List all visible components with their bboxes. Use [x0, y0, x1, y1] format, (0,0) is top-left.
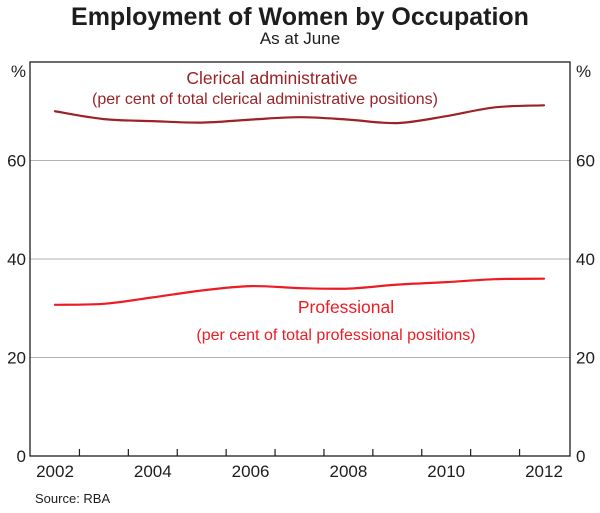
- y-axis-unit-label: %: [576, 62, 591, 81]
- series-label-clerical: Clerical administrative: [186, 68, 357, 88]
- chart-subtitle: As at June: [259, 29, 341, 48]
- x-axis-label: 2010: [427, 462, 465, 481]
- y-axis-label: 20: [576, 349, 595, 368]
- series-label-professional: Professional: [298, 297, 394, 317]
- x-axis-ticks: [78, 449, 521, 456]
- x-axis-label: 2004: [134, 462, 172, 481]
- y-axis-label: 40: [7, 250, 26, 269]
- series-lines: [53, 104, 546, 306]
- y-axis-label: 40: [576, 250, 595, 269]
- x-axis-label: 2006: [232, 462, 270, 481]
- gridlines: [30, 160, 570, 358]
- y-axis-labels-left: 0 20 40 60%: [7, 62, 26, 466]
- x-axis-label: 2012: [525, 462, 563, 481]
- y-axis-label: 20: [7, 349, 26, 368]
- y-axis-labels-right: 0 20 40 60%: [576, 62, 595, 466]
- series-line-clerical: [53, 104, 546, 125]
- chart-title: Employment of Women by Occupation: [71, 3, 529, 31]
- y-axis-label: 60: [7, 152, 26, 171]
- y-axis-label: 0: [17, 447, 26, 466]
- plot-frame: [29, 61, 571, 457]
- x-axis-label: 2008: [329, 462, 367, 481]
- y-axis-unit-label: %: [11, 62, 26, 81]
- y-axis-label: 0: [576, 447, 585, 466]
- series-sublabel-clerical: (per cent of total clerical administrati…: [92, 91, 438, 108]
- series-line-professional: [53, 277, 546, 306]
- y-axis-label: 60: [576, 152, 595, 171]
- source-note: Source: RBA: [35, 491, 111, 506]
- x-axis-label: 2002: [36, 462, 74, 481]
- x-axis-labels: 2002 2004 2006 2008 2010 2012: [36, 462, 563, 481]
- series-sublabel-professional: (per cent of total professional position…: [196, 327, 475, 344]
